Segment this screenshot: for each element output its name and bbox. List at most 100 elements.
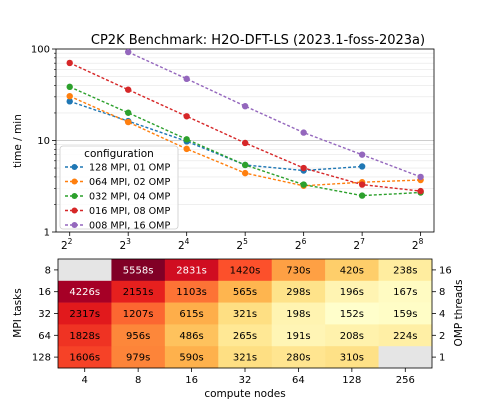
heatmap-cell [58, 302, 112, 325]
legend-label: 016 MPI, 08 OMP [89, 206, 170, 217]
data-point [183, 75, 190, 83]
series-line [66, 83, 424, 199]
heatmap-cell-label: 486s [179, 331, 203, 342]
heatmap-cell-label: 2831s [176, 265, 207, 276]
heatmap-y-ticks-right: 16 8 4 2 1 [432, 265, 452, 364]
heatmap-cell-label: 152s [340, 309, 364, 320]
data-point [417, 173, 424, 181]
heatmap-x-tick-label: 8 [135, 375, 141, 386]
legend-title: configuration [84, 148, 154, 160]
data-point [66, 83, 73, 91]
heatmap-cell [271, 346, 326, 369]
heatmap-cell-labels: 5558s 2831s 1420s 730s 420s 238s 4226s 2151s 110… [69, 265, 417, 363]
heatmap-cell-label: 615s [179, 309, 203, 320]
y-tick-label: 100 [31, 45, 50, 56]
x-tick-exponent: 6 [302, 237, 307, 246]
heatmap-x-axis-label: compute nodes [204, 388, 285, 400]
heatmap-cell [164, 324, 219, 347]
heatmap-cell [378, 346, 433, 369]
series-line [124, 48, 424, 181]
y-axis-label: time / min [12, 114, 24, 168]
heatmap-y-tick-label: 128 [32, 353, 51, 364]
heatmap-cell-label: 196s [340, 287, 364, 298]
data-point [124, 48, 132, 56]
legend-entries: 128 MPI, 01 OMP 064 MPI, 02 OMP 032 MPI, 0… [65, 163, 170, 232]
series-path [69, 100, 363, 172]
heatmap-x-tick-label: 16 [185, 375, 198, 386]
heatmap-cell [378, 324, 433, 347]
data-point [300, 181, 307, 188]
heatmap-y-tick-label: 8 [45, 265, 51, 276]
heatmap-cell-label: 310s [340, 353, 364, 364]
x-tick-label: 22 [61, 237, 73, 252]
heatmap-cell [325, 302, 379, 325]
legend-marker [71, 178, 78, 185]
heatmap-cell [111, 324, 166, 347]
data-point [358, 192, 366, 199]
heatmap-cell [325, 324, 379, 347]
heatmap-y-axis-label-left: MPI tasks [12, 288, 24, 337]
heatmap-cell-label: 2317s [69, 309, 100, 320]
heatmap-x-tick-label: 256 [396, 375, 415, 386]
heatmap-cell [218, 259, 273, 282]
heatmap-cell [325, 346, 379, 369]
heatmap-cell-label: 590s [179, 353, 203, 364]
data-point [241, 169, 249, 177]
heatmap-x-tick-label: 32 [239, 375, 252, 386]
x-tick-label: 26 [295, 237, 307, 252]
data-point [183, 113, 190, 120]
heatmap-y-tick-label: 16 [38, 287, 51, 298]
data-point [358, 163, 366, 170]
heatmap-cell-label: 298s [286, 287, 310, 298]
heatmap-cell-label: 159s [393, 309, 417, 320]
legend-marker [71, 193, 78, 199]
data-point [241, 103, 249, 110]
x-tick-label: 23 [119, 237, 131, 252]
heatmap-cell-label: 1420s [230, 265, 261, 276]
heatmap-cell-label: 167s [393, 287, 417, 298]
heatmap-cell-label: 321s [233, 353, 257, 364]
heatmap-cell [111, 280, 166, 303]
heatmap-y-ticks-left: 8 16 32 64 128 [32, 265, 58, 364]
legend-box [59, 145, 179, 230]
heatmap-cell [378, 280, 433, 303]
heatmap-cell [325, 280, 379, 303]
heatmap-cell-label: 979s [126, 353, 150, 364]
heatmap-cell-label: 5558s [123, 265, 154, 276]
legend-entry: 128 MPI, 01 OMP [65, 163, 170, 174]
heatmap-cell-label: 1207s [123, 309, 154, 320]
heatmap-cell-label: 1828s [69, 331, 100, 342]
heatmap-y-tick-label-right: 8 [439, 287, 445, 298]
heatmap-x-tick-label: 128 [342, 375, 361, 386]
series-lines [66, 48, 424, 199]
chart-title: CP2K Benchmark: H2O-DFT-LS (2023.1-foss-… [91, 33, 425, 48]
heatmap-cell [111, 346, 166, 369]
heatmap-cell-label: 730s [286, 265, 310, 276]
legend-label: 008 MPI, 16 OMP [89, 221, 170, 232]
legend-label: 128 MPI, 01 OMP [89, 163, 170, 174]
heatmap-cell [164, 302, 219, 325]
x-tick-exponent: 5 [243, 237, 248, 246]
data-point [358, 181, 366, 188]
legend: configuration 128 MPI, 01 OMP 064 MPI, 02… [59, 145, 179, 232]
heatmap-y-tick-label-right: 4 [439, 309, 445, 320]
heatmap-cell [271, 280, 326, 303]
legend-entry: 008 MPI, 16 OMP [65, 221, 170, 232]
heatmap-cell [378, 302, 433, 325]
heatmap-y-tick-label: 32 [38, 309, 51, 320]
y-axis-ticks: 1 10 100 [31, 45, 56, 239]
x-axis-ticks: 22 23 24 25 26 27 28 [61, 232, 424, 252]
heatmap-y-axis-label-right: OMP threads [453, 280, 465, 347]
x-tick-exponent: 3 [126, 237, 131, 246]
data-point [183, 136, 190, 143]
heatmap-cell-label: 1103s [176, 287, 207, 298]
heatmap-cell-label: 321s [233, 309, 257, 320]
x-tick-exponent: 8 [419, 237, 424, 246]
heatmap-cell [164, 259, 219, 282]
x-tick-label: 27 [353, 237, 365, 252]
data-point [300, 129, 307, 136]
heatmap-cell-label: 1606s [69, 353, 100, 364]
data-point [417, 187, 424, 195]
heatmap-cell [378, 259, 433, 282]
heatmap-cell-label: 4226s [69, 287, 100, 298]
